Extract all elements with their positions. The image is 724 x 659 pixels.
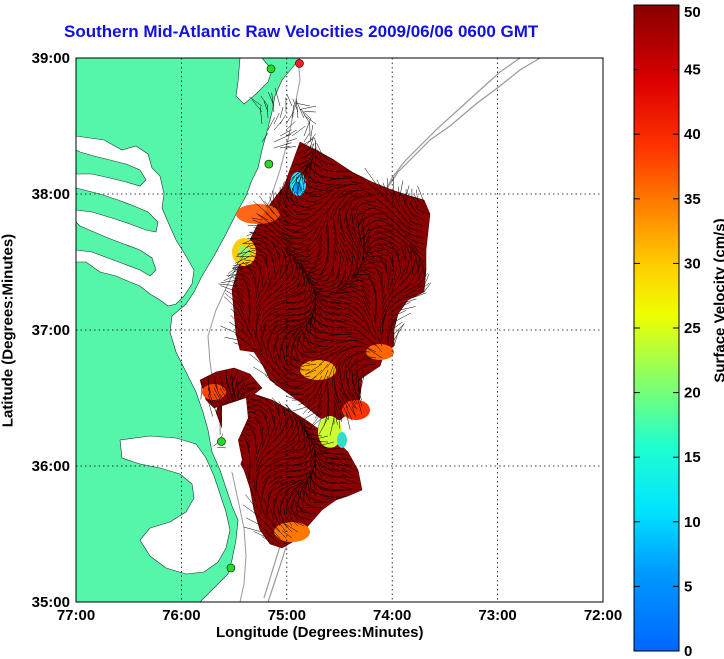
chart-title: Southern Mid-Atlantic Raw Velocities 200… <box>64 22 539 41</box>
pamlico-sound <box>119 435 231 575</box>
isobath-shelf <box>207 58 301 602</box>
speed-patch-green <box>238 245 250 259</box>
radar-station-marker <box>264 159 274 169</box>
y-axis-label: Latitude (Degrees:Minutes) <box>0 233 17 428</box>
radar-stations <box>217 59 304 573</box>
delaware-bay <box>235 58 273 105</box>
colorbar-tick-label: 15 <box>684 449 701 466</box>
speed-patch-green-2 <box>318 416 342 448</box>
colorbar-label: Surface Velocity (cm/s) <box>711 218 724 383</box>
speed-patch-red <box>342 400 370 420</box>
data-gap <box>222 398 248 476</box>
x-tick-label: 75:00 <box>268 607 306 624</box>
colorbar-tick-label: 35 <box>684 191 701 208</box>
colorbar-tick-label: 0 <box>684 643 692 659</box>
x-tick-label: 72:00 <box>584 607 622 624</box>
x-tick-label: 73:00 <box>478 607 516 624</box>
speed-patch-blue <box>294 182 302 194</box>
speed-patch-orange-2 <box>366 344 394 360</box>
colorbar-tick-label: 50 <box>684 4 701 21</box>
speed-patch-cyan-2 <box>337 432 347 448</box>
colorbar <box>633 4 680 652</box>
radar-station-marker <box>295 59 304 68</box>
x-tick-label: 74:00 <box>373 607 411 624</box>
y-tick-label: 37:00 <box>32 322 70 339</box>
colorbar-tick-label: 20 <box>684 385 701 402</box>
colorbar-tick-label: 30 <box>684 255 701 272</box>
y-tick-label: 35:00 <box>32 594 70 611</box>
colorbar-tick-label: 25 <box>684 320 701 337</box>
colorbar-tick-label: 5 <box>684 578 692 595</box>
radar-station-marker <box>266 64 276 74</box>
x-tick-label: 76:00 <box>162 607 200 624</box>
grid-lines <box>76 58 603 602</box>
y-tick-label: 39:00 <box>32 50 70 67</box>
y-tick-label: 36:00 <box>32 458 70 475</box>
colorbar-tick-label: 40 <box>684 126 701 143</box>
colorbar-tick-label: 10 <box>684 514 701 531</box>
chesapeake-bay <box>76 135 195 307</box>
colorbar-tick-label: 45 <box>684 62 701 79</box>
x-axis-label: Longitude (Degrees:Minutes) <box>216 624 424 641</box>
radar-station-marker <box>217 437 226 446</box>
x-tick-label: 77:00 <box>57 607 95 624</box>
radar-station-marker <box>226 563 236 573</box>
y-tick-label: 38:00 <box>32 186 70 203</box>
